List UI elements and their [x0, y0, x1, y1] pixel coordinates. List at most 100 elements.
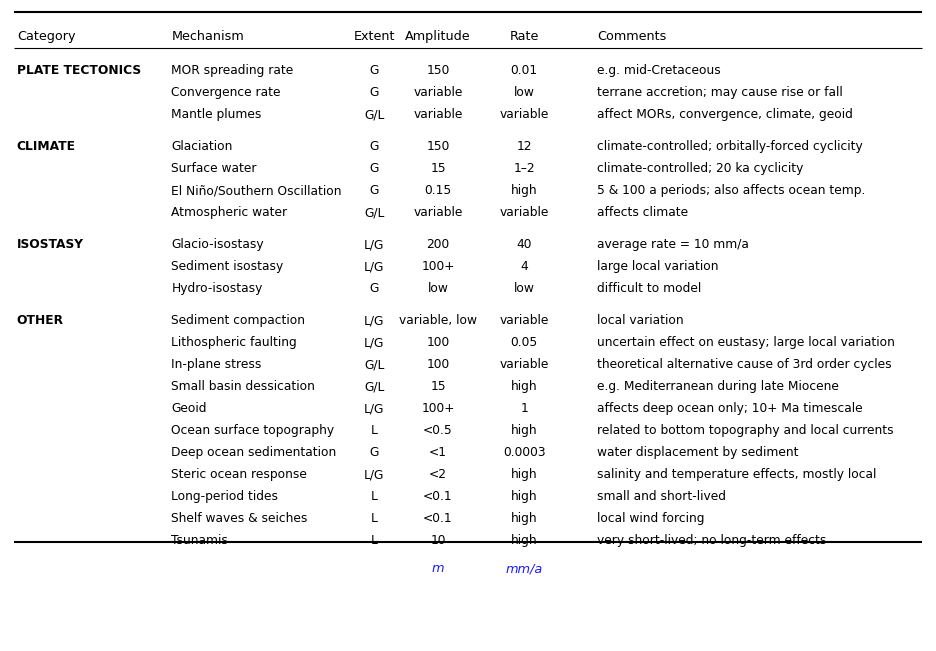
- Text: MOR spreading rate: MOR spreading rate: [171, 64, 294, 77]
- Text: 100: 100: [427, 336, 449, 349]
- Text: climate-controlled; 20 ka cyclicity: climate-controlled; 20 ka cyclicity: [597, 162, 803, 175]
- Text: Rate: Rate: [509, 30, 539, 43]
- Text: L/G: L/G: [364, 468, 385, 481]
- Text: <0.5: <0.5: [423, 424, 453, 437]
- Text: affect MORs, convergence, climate, geoid: affect MORs, convergence, climate, geoid: [597, 108, 853, 121]
- Text: G: G: [370, 140, 379, 153]
- Text: theoretical alternative cause of 3rd order cycles: theoretical alternative cause of 3rd ord…: [597, 358, 892, 371]
- Text: related to bottom topography and local currents: related to bottom topography and local c…: [597, 424, 894, 437]
- Text: variable, low: variable, low: [399, 314, 477, 327]
- Text: low: low: [514, 282, 534, 295]
- Text: L/G: L/G: [364, 260, 385, 273]
- Text: high: high: [511, 468, 537, 481]
- Text: high: high: [511, 534, 537, 547]
- Text: CLIMATE: CLIMATE: [17, 140, 76, 153]
- Text: salinity and temperature effects, mostly local: salinity and temperature effects, mostly…: [597, 468, 876, 481]
- Text: L/G: L/G: [364, 402, 385, 415]
- Text: e.g. Mediterranean during late Miocene: e.g. Mediterranean during late Miocene: [597, 380, 839, 393]
- Text: <1: <1: [429, 446, 447, 459]
- Text: L/G: L/G: [364, 336, 385, 349]
- Text: mm/a: mm/a: [505, 562, 543, 575]
- Text: 15: 15: [431, 380, 446, 393]
- Text: 150: 150: [427, 140, 449, 153]
- Text: variable: variable: [500, 108, 548, 121]
- Text: ISOSTASY: ISOSTASY: [17, 238, 84, 251]
- Text: 0.0003: 0.0003: [503, 446, 546, 459]
- Text: El Niño/Southern Oscillation: El Niño/Southern Oscillation: [171, 184, 342, 197]
- Text: G: G: [370, 282, 379, 295]
- Text: very short-lived; no long-term effects: very short-lived; no long-term effects: [597, 534, 826, 547]
- Text: low: low: [514, 86, 534, 99]
- Text: 5 & 100 a periods; also affects ocean temp.: 5 & 100 a periods; also affects ocean te…: [597, 184, 866, 197]
- Text: variable: variable: [414, 206, 462, 219]
- Text: large local variation: large local variation: [597, 260, 719, 273]
- Text: G/L: G/L: [364, 206, 385, 219]
- Text: <0.1: <0.1: [423, 512, 453, 525]
- Text: 15: 15: [431, 162, 446, 175]
- Text: G: G: [370, 162, 379, 175]
- Text: Shelf waves & seiches: Shelf waves & seiches: [171, 512, 308, 525]
- Text: 100+: 100+: [421, 402, 455, 415]
- Text: Sediment compaction: Sediment compaction: [171, 314, 305, 327]
- Text: G: G: [370, 64, 379, 77]
- Text: Steric ocean response: Steric ocean response: [171, 468, 307, 481]
- Text: L: L: [371, 424, 378, 437]
- Text: Deep ocean sedimentation: Deep ocean sedimentation: [171, 446, 337, 459]
- Text: 1–2: 1–2: [513, 162, 535, 175]
- Text: Glaciation: Glaciation: [171, 140, 233, 153]
- Text: water displacement by sediment: water displacement by sediment: [597, 446, 798, 459]
- Text: local variation: local variation: [597, 314, 684, 327]
- Text: Glacio-isostasy: Glacio-isostasy: [171, 238, 264, 251]
- Text: 40: 40: [517, 238, 532, 251]
- Text: 200: 200: [427, 238, 449, 251]
- Text: uncertain effect on eustasy; large local variation: uncertain effect on eustasy; large local…: [597, 336, 895, 349]
- Text: L: L: [371, 490, 378, 503]
- Text: 12: 12: [517, 140, 532, 153]
- Text: high: high: [511, 424, 537, 437]
- Text: Comments: Comments: [597, 30, 666, 43]
- Text: 100+: 100+: [421, 260, 455, 273]
- Text: Lithospheric faulting: Lithospheric faulting: [171, 336, 297, 349]
- Text: <0.1: <0.1: [423, 490, 453, 503]
- Text: G: G: [370, 184, 379, 197]
- Text: L: L: [371, 534, 378, 547]
- Text: m: m: [431, 562, 445, 575]
- Text: In-plane stress: In-plane stress: [171, 358, 262, 371]
- Text: climate-controlled; orbitally-forced cyclicity: climate-controlled; orbitally-forced cyc…: [597, 140, 863, 153]
- Text: L/G: L/G: [364, 238, 385, 251]
- Text: Category: Category: [17, 30, 75, 43]
- Text: Mechanism: Mechanism: [171, 30, 244, 43]
- Text: terrane accretion; may cause rise or fall: terrane accretion; may cause rise or fal…: [597, 86, 843, 99]
- Text: affects climate: affects climate: [597, 206, 688, 219]
- Text: difficult to model: difficult to model: [597, 282, 701, 295]
- Text: L: L: [371, 512, 378, 525]
- Text: <2: <2: [429, 468, 447, 481]
- Text: high: high: [511, 490, 537, 503]
- Text: Geoid: Geoid: [171, 402, 207, 415]
- Text: Small basin dessication: Small basin dessication: [171, 380, 315, 393]
- Text: high: high: [511, 184, 537, 197]
- Text: 1: 1: [520, 402, 528, 415]
- Text: Convergence rate: Convergence rate: [171, 86, 281, 99]
- Text: affects deep ocean only; 10+ Ma timescale: affects deep ocean only; 10+ Ma timescal…: [597, 402, 863, 415]
- Text: 150: 150: [427, 64, 449, 77]
- Text: G: G: [370, 446, 379, 459]
- Text: 100: 100: [427, 358, 449, 371]
- Text: Atmospheric water: Atmospheric water: [171, 206, 287, 219]
- Text: Mantle plumes: Mantle plumes: [171, 108, 262, 121]
- Text: e.g. mid-Cretaceous: e.g. mid-Cretaceous: [597, 64, 721, 77]
- Text: variable: variable: [500, 314, 548, 327]
- Text: small and short-lived: small and short-lived: [597, 490, 726, 503]
- Text: L/G: L/G: [364, 314, 385, 327]
- Text: 0.05: 0.05: [510, 336, 538, 349]
- Text: high: high: [511, 380, 537, 393]
- Text: Tsunamis: Tsunamis: [171, 534, 228, 547]
- Text: G: G: [370, 86, 379, 99]
- Text: variable: variable: [500, 358, 548, 371]
- Text: G/L: G/L: [364, 380, 385, 393]
- Text: Extent: Extent: [354, 30, 395, 43]
- Text: 4: 4: [520, 260, 528, 273]
- Text: G/L: G/L: [364, 108, 385, 121]
- Text: Long-period tides: Long-period tides: [171, 490, 278, 503]
- Text: average rate = 10 mm/a: average rate = 10 mm/a: [597, 238, 749, 251]
